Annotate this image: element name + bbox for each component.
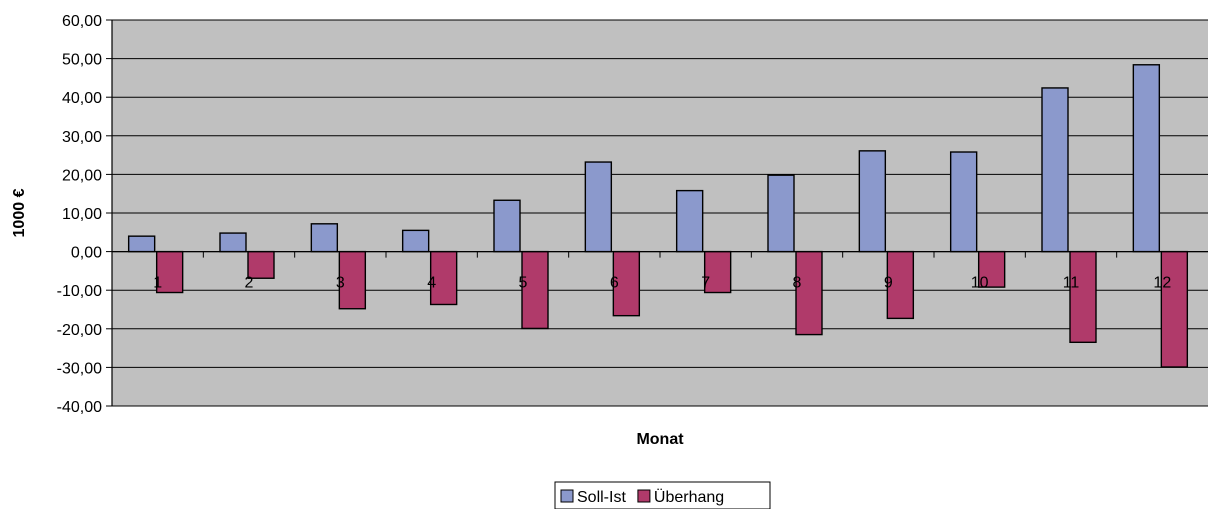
x-tick-label: 12	[1153, 275, 1171, 292]
bar-soll-ist-3	[310, 223, 339, 253]
bar-soll-ist-8	[767, 174, 795, 253]
bar-soll-ist-1	[127, 235, 156, 253]
bar-soll-ist-11	[1041, 87, 1069, 253]
bar-ueberhang-8	[795, 250, 823, 336]
y-tick-label: 0,00	[71, 245, 102, 262]
x-axis-title: Monat	[636, 431, 684, 448]
y-tick-label: 10,00	[62, 206, 102, 223]
y-tick-label: 20,00	[62, 167, 102, 184]
x-tick-label: 10	[971, 275, 989, 292]
y-axis-title: 1000 €	[11, 188, 28, 237]
bar-soll-ist-2	[219, 232, 247, 253]
x-tick-label: 5	[519, 275, 528, 292]
y-tick-label: -40,00	[57, 399, 102, 416]
bar-ueberhang-6	[612, 250, 641, 317]
bar-ueberhang-1	[155, 250, 184, 294]
x-tick-label: 6	[610, 275, 619, 292]
axes	[106, 19, 1208, 407]
x-tick-label: 9	[884, 275, 893, 292]
bar-ueberhang-10	[977, 250, 1006, 288]
x-tick-label: 2	[245, 275, 254, 292]
bar-soll-ist-6	[584, 161, 613, 253]
legend-label-soll-ist: Soll-Ist	[577, 489, 626, 506]
bar-ueberhang-5	[521, 250, 549, 330]
legend-label-ueberhang: Überhang	[654, 488, 724, 506]
y-tick-label: 50,00	[62, 52, 102, 69]
y-tick-label: -30,00	[57, 360, 102, 377]
x-tick-label: 3	[336, 275, 345, 292]
x-tick-label: 8	[793, 275, 802, 292]
bar-ueberhang-11	[1069, 250, 1097, 344]
legend-swatch-ueberhang	[637, 489, 651, 503]
legend-swatch-soll-ist	[560, 489, 574, 503]
x-tick-label: 4	[427, 275, 436, 292]
x-tick-label: 1	[153, 275, 162, 292]
y-tick-label: 60,00	[62, 13, 102, 30]
bar-soll-ist-10	[949, 151, 978, 253]
x-tick-label: 11	[1063, 275, 1080, 292]
x-tick-label: 7	[701, 275, 710, 292]
y-tick-label: 30,00	[62, 129, 102, 146]
bars	[127, 64, 1189, 368]
bar-ueberhang-12	[1160, 250, 1189, 368]
y-tick-label: -10,00	[57, 283, 102, 300]
bar-ueberhang-4	[429, 250, 458, 306]
legend: Soll-Ist Überhang	[554, 481, 771, 509]
bar-soll-ist-9	[858, 150, 887, 253]
y-tick-label: -20,00	[57, 322, 102, 339]
y-tick-label: 40,00	[62, 90, 102, 107]
bar-ueberhang-9	[886, 250, 915, 320]
bar-soll-ist-7	[675, 189, 704, 253]
labels: 60,00 50,00 40,00 30,00 20,00 10,00 0,00 -10,00…	[57, 13, 1172, 416]
bar-soll-ist-4	[401, 229, 430, 253]
bar-soll-ist-12	[1132, 64, 1161, 253]
bar-soll-ist-5	[493, 199, 521, 253]
legend-box	[554, 481, 771, 509]
